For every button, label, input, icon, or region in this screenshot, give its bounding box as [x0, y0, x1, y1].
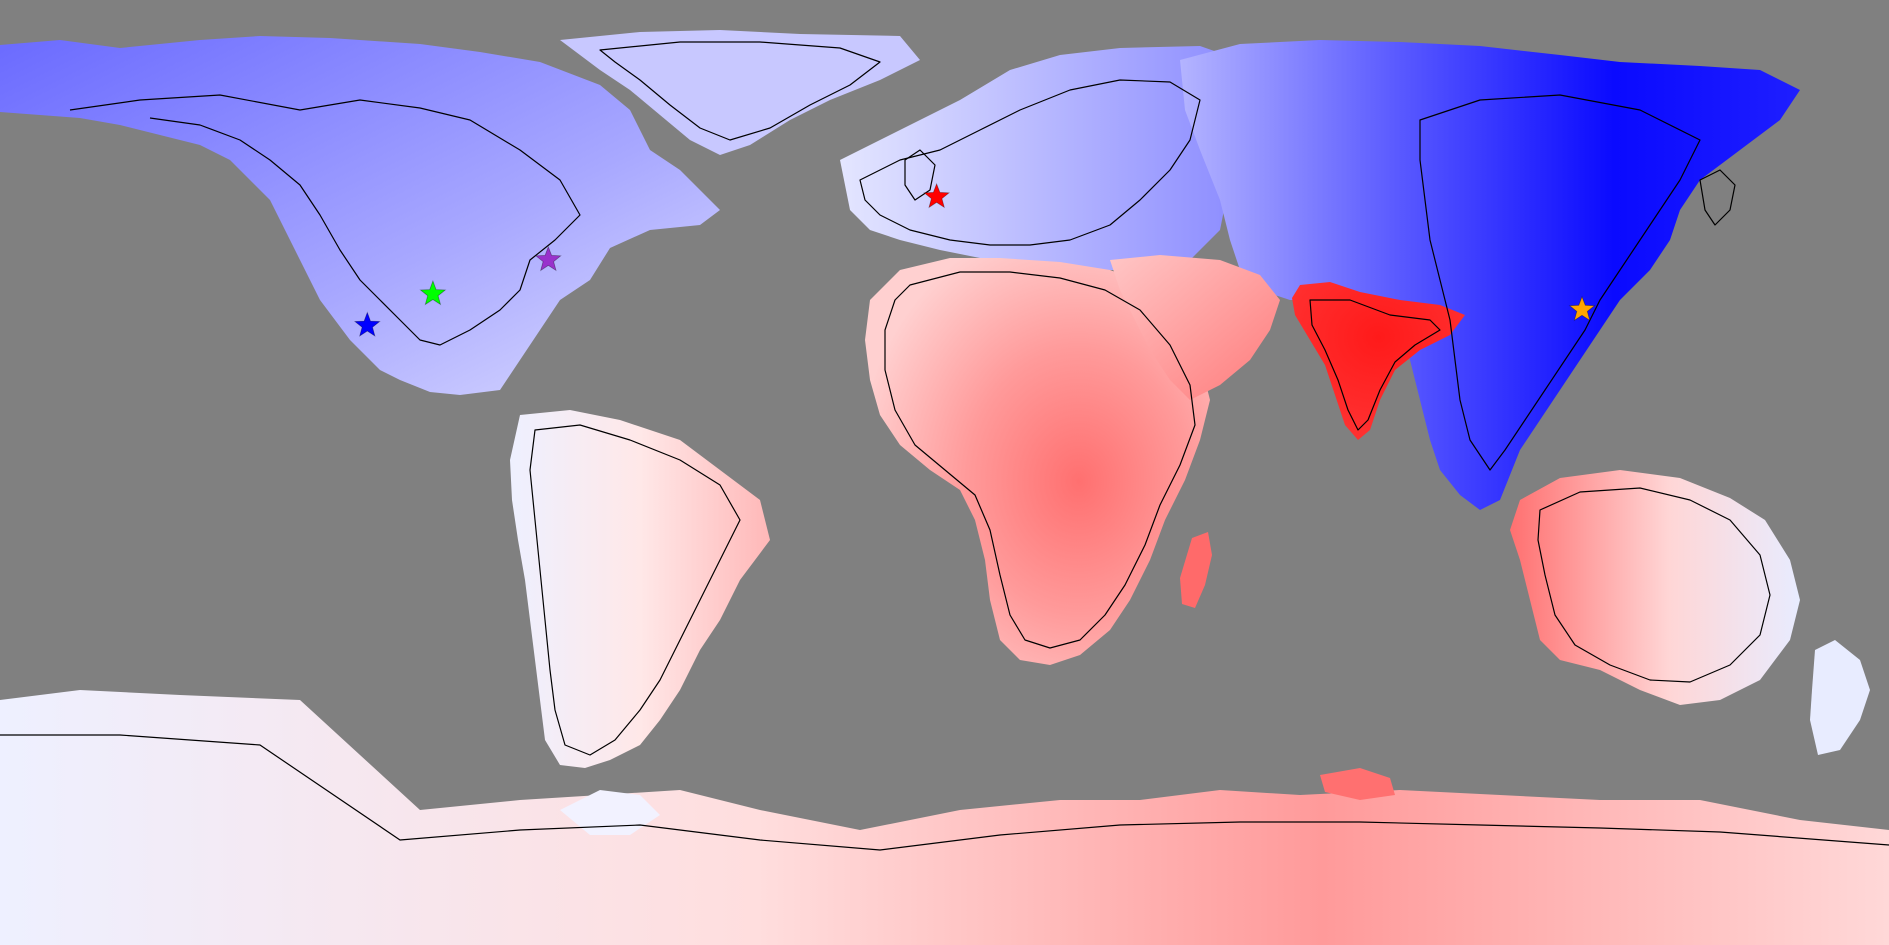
marker-layer — [353, 182, 1596, 337]
marker-us-southwest-star-icon — [353, 311, 381, 337]
region-new-zealand — [1810, 640, 1870, 755]
region-madagascar — [1180, 532, 1212, 608]
coastline-north-america — [69, 94, 581, 346]
coastline-east-asia — [1419, 94, 1701, 471]
marker-us-central-star-icon — [419, 279, 447, 306]
region-asia — [1180, 40, 1800, 510]
coastline-africa — [884, 271, 1196, 649]
coastline-antarctica — [0, 734, 1889, 851]
region-africa — [865, 258, 1210, 665]
region-europe — [840, 46, 1240, 270]
coastline-europe — [859, 79, 1201, 246]
region-australia — [1510, 470, 1800, 705]
region-arabia — [1110, 255, 1280, 400]
region-antarctica — [0, 690, 1889, 945]
region-indian-subcontinent — [1292, 282, 1465, 440]
region-antarctic-peninsula — [560, 790, 660, 835]
coastline-layer — [0, 41, 1889, 851]
region-south-america — [510, 410, 770, 768]
coastline-greenland — [599, 41, 881, 141]
marker-us-northeast-star-icon — [534, 245, 562, 272]
coastline-south-america — [529, 424, 741, 756]
land-layer — [0, 30, 1889, 945]
region-north-america — [0, 36, 720, 395]
marker-east-china-star-icon — [1568, 295, 1596, 322]
coastline-australia — [1537, 487, 1771, 683]
coastline-india — [1309, 299, 1441, 431]
coastline-japan — [1699, 169, 1736, 226]
region-greenland — [560, 30, 920, 155]
region-kerguelen — [1320, 768, 1395, 800]
marker-uk-star-icon — [923, 182, 951, 209]
coastline-uk — [904, 149, 936, 201]
